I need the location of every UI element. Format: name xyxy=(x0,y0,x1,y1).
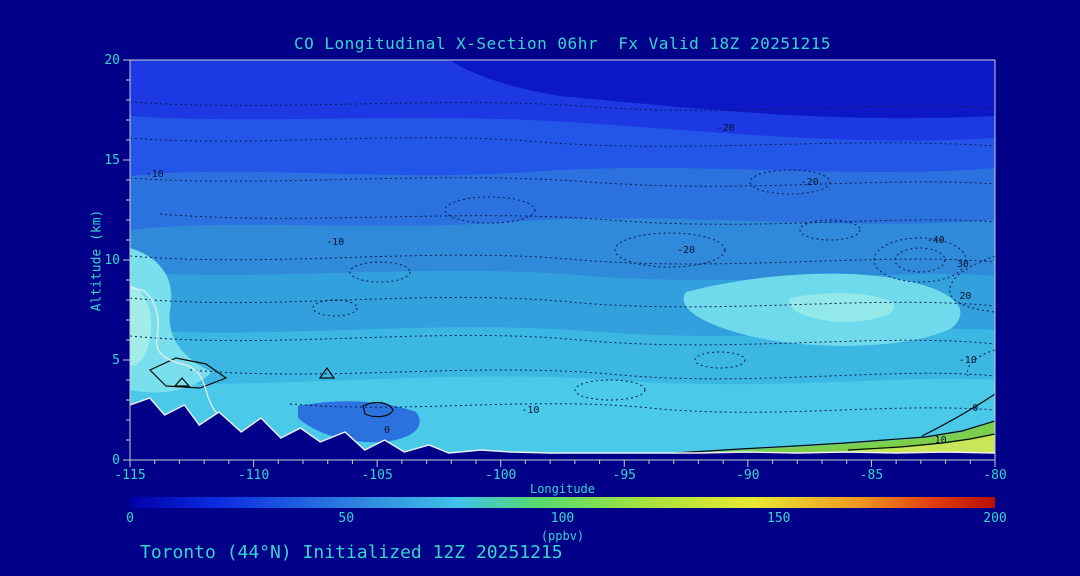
y-tick-label: 5 xyxy=(112,353,120,368)
x-tick-label: -105 xyxy=(361,468,392,483)
contour-label: 0 xyxy=(384,425,390,436)
colorbar-units: (ppbv) xyxy=(540,529,585,543)
contour-label: -10 xyxy=(146,169,164,180)
contour-label: 10 xyxy=(935,435,947,446)
x-tick-label: -80 xyxy=(983,468,1006,483)
x-tick-label: -95 xyxy=(613,468,636,483)
init-caption: Toronto (44°N) Initialized 12Z 20251215 xyxy=(140,542,563,563)
contour-label: 30 xyxy=(957,259,969,270)
contour-label: -20 xyxy=(677,245,695,256)
chart-title: CO Longitudinal X-Section 06hr Fx Valid … xyxy=(293,34,832,53)
y-tick-label: 0 xyxy=(112,453,120,468)
colorbar-tick-label: 200 xyxy=(983,511,1007,526)
contour-label: -40 xyxy=(927,235,945,246)
colorbar-gradient xyxy=(130,497,995,508)
y-tick-label: 20 xyxy=(104,53,120,68)
x-tick-label: -115 xyxy=(114,468,145,483)
colorbar-tick-label: 0 xyxy=(126,511,134,526)
colorbar-tick-label: 150 xyxy=(767,511,791,526)
y-tick-label: 15 xyxy=(104,153,120,168)
x-tick-label: -85 xyxy=(860,468,883,483)
contour-label: 0 xyxy=(972,403,978,414)
x-tick-label: -100 xyxy=(485,468,516,483)
contour-label: 20 xyxy=(959,291,971,302)
colorbar-ticks: 0 50 100 150 200 xyxy=(126,511,1007,527)
x-tick-label: -110 xyxy=(238,468,269,483)
contour-label: -10 xyxy=(959,355,977,366)
colorbar-tick-label: 100 xyxy=(550,511,575,526)
y-tick-label: 10 xyxy=(104,253,120,268)
colorbar-tick-label: 50 xyxy=(338,511,355,526)
x-tick-label: -90 xyxy=(736,468,759,483)
contour-label: -20 xyxy=(717,123,735,134)
contour-label: -10 xyxy=(326,237,344,248)
contour-label: -10 xyxy=(521,405,539,416)
contour-label: -20 xyxy=(801,177,819,188)
x-axis-label: Longitude xyxy=(529,482,596,496)
